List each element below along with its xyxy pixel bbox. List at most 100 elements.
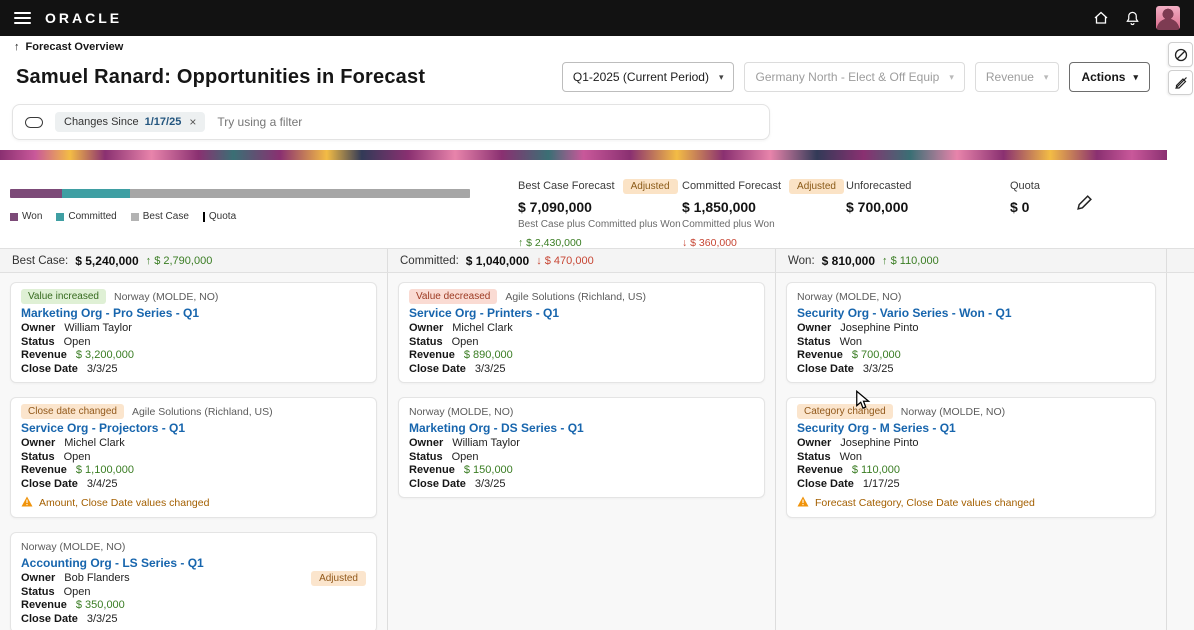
pencil-slash-icon[interactable]: [1168, 70, 1193, 95]
progress-bar-zone: Won Committed Best Case Quota: [10, 160, 480, 248]
forecast-column: Value decreased Agile Solutions (Richland…: [388, 273, 776, 630]
metric-label: Committed Forecast: [682, 180, 782, 192]
filter-icon: [25, 116, 43, 128]
chip-close-icon[interactable]: ×: [189, 115, 197, 129]
filter-input[interactable]: Changes Since 1/17/25 × Try using a filt…: [12, 104, 770, 140]
edit-forecast-button[interactable]: [1072, 190, 1097, 218]
metric-delta: ↓ $ 360,000: [682, 237, 737, 249]
actions-button[interactable]: Actions ▾: [1069, 62, 1150, 92]
card-field-row: Revenue $ 3,200,000: [21, 349, 366, 362]
forecast-column: Value increased Norway (MOLDE, NO) Marketi…: [0, 273, 388, 630]
card-field-row: Status Open: [21, 451, 366, 464]
card-field-row: Close Date 3/3/25: [21, 363, 366, 376]
opportunity-link[interactable]: Service Org - Projectors - Q1: [21, 421, 186, 435]
field-label: Close Date: [409, 477, 466, 490]
field-label: Revenue: [409, 349, 455, 361]
field-label: Revenue: [797, 349, 843, 361]
actions-button-label: Actions: [1081, 70, 1126, 84]
field-label: Revenue: [409, 464, 455, 476]
card-field-row: Revenue $ 700,000: [797, 349, 1145, 362]
card-field-row: Close Date 3/3/25: [21, 613, 366, 626]
card-field-row: Close Date 3/4/25: [21, 478, 366, 491]
field-value: 3/3/25: [474, 477, 506, 490]
column-delta: ↑ $ 110,000: [882, 254, 939, 267]
warning-icon: [21, 496, 33, 510]
won-swatch: [10, 212, 18, 221]
page-title: Samuel Ranard: Opportunities in Forecast: [16, 65, 426, 88]
opportunity-link[interactable]: Marketing Org - Pro Series - Q1: [21, 306, 200, 320]
column-title: Best Case:: [12, 254, 69, 267]
changes-since-chip[interactable]: Changes Since 1/17/25 ×: [55, 112, 206, 132]
field-label: Owner: [409, 437, 444, 449]
metric-desc: Best Case plus Committed plus Won: [518, 219, 681, 230]
change-badge: Value decreased: [409, 289, 498, 304]
legend-item: Best Case: [130, 211, 189, 222]
card-field-row: Owner William Taylor: [409, 437, 754, 450]
opportunity-card[interactable]: Value decreased Agile Solutions (Richland…: [398, 282, 765, 383]
card-field-row: Close Date 3/3/25: [409, 363, 754, 376]
quota-swatch: [202, 211, 205, 222]
column-total: $ 810,000: [821, 253, 876, 268]
opportunity-link[interactable]: Service Org - Printers - Q1: [409, 306, 560, 320]
territory-select-value: Germany North - Elect & Off Equip: [755, 70, 940, 84]
field-value: $ 3,200,000: [75, 349, 134, 361]
metric-desc: Committed plus Won: [682, 219, 775, 230]
home-icon[interactable]: [1093, 10, 1109, 26]
circle-slash-icon[interactable]: [1168, 42, 1193, 67]
field-label: Owner: [797, 322, 832, 334]
adjusted-badge: Adjusted: [622, 178, 678, 194]
notifications-icon[interactable]: [1125, 10, 1140, 26]
opportunity-card[interactable]: Close date changed Agile Solutions (Richl…: [10, 397, 377, 518]
card-field-row: Status Open: [409, 451, 754, 464]
field-label: Owner: [21, 437, 56, 449]
forecast-column: Norway (MOLDE, NO) Security Org - Vario S…: [776, 273, 1167, 630]
column-headers: Best Case: $ 5,240,000 ↑ $ 2,790,000 Commit…: [0, 248, 1194, 273]
field-label: Revenue: [21, 349, 67, 361]
field-value: 1/17/25: [862, 477, 900, 490]
field-label: Close Date: [797, 477, 854, 490]
field-label: Close Date: [21, 477, 78, 490]
opportunity-link[interactable]: Marketing Org - DS Series - Q1: [409, 421, 584, 435]
adjusted-badge: Adjusted: [311, 571, 366, 586]
oracle-logo: ORACLE: [45, 10, 123, 26]
card-field-row: Status Open: [21, 586, 366, 599]
opportunity-card[interactable]: Value increased Norway (MOLDE, NO) Marketi…: [10, 282, 377, 383]
opportunity-link[interactable]: Security Org - M Series - Q1: [797, 421, 956, 435]
opportunity-card[interactable]: Norway (MOLDE, NO) Security Org - Vario S…: [786, 282, 1156, 383]
field-label: Close Date: [409, 362, 466, 375]
field-value: Open: [451, 335, 479, 348]
card-field-row: Close Date 1/17/25: [797, 478, 1145, 491]
column-header: Best Case: $ 5,240,000 ↑ $ 2,790,000: [0, 249, 388, 272]
account-name: Norway (MOLDE, NO): [797, 290, 902, 303]
legend-item: Won: [10, 211, 42, 222]
card-field-row: Status Won: [797, 336, 1145, 349]
bestcase-segment: [130, 189, 470, 198]
card-field-row: Revenue $ 150,000: [409, 464, 754, 477]
menu-icon[interactable]: [14, 12, 31, 24]
field-value: Michel Clark: [64, 437, 125, 449]
field-value: Open: [63, 585, 91, 598]
metric-delta: ↑ $ 2,430,000: [518, 237, 582, 249]
user-avatar[interactable]: [1156, 6, 1180, 30]
breadcrumb-link[interactable]: Forecast Overview: [25, 41, 124, 53]
field-label: Revenue: [21, 599, 67, 611]
opportunity-card[interactable]: Category changed Norway (MOLDE, NO) Securi…: [786, 397, 1156, 518]
opportunity-card[interactable]: Norway (MOLDE, NO) Marketing Org - DS Ser…: [398, 397, 765, 498]
card-field-row: Owner Michel Clark: [21, 437, 366, 450]
chevron-down-icon: ▾: [1133, 71, 1138, 82]
summary-metric: Quota $ 0: [1010, 178, 1174, 248]
column-total: $ 1,040,000: [465, 253, 530, 268]
column-title: Won:: [788, 254, 815, 267]
opportunity-card[interactable]: Norway (MOLDE, NO) Accounting Org - LS Se…: [10, 532, 377, 630]
card-field-row: Status Open: [409, 336, 754, 349]
card-field-row: Status Won: [797, 451, 1145, 464]
opportunity-link[interactable]: Security Org - Vario Series - Won - Q1: [797, 306, 1012, 320]
field-value: $ 110,000: [851, 464, 900, 476]
field-value: William Taylor: [64, 322, 132, 334]
field-label: Status: [797, 450, 831, 463]
summary-metric: Committed Forecast Adjusted $ 1,850,000 Com…: [682, 178, 846, 249]
opportunity-link[interactable]: Accounting Org - LS Series - Q1: [21, 556, 204, 570]
change-badge: Close date changed: [21, 404, 124, 419]
period-select[interactable]: Q1-2025 (Current Period) ▾: [561, 62, 735, 92]
